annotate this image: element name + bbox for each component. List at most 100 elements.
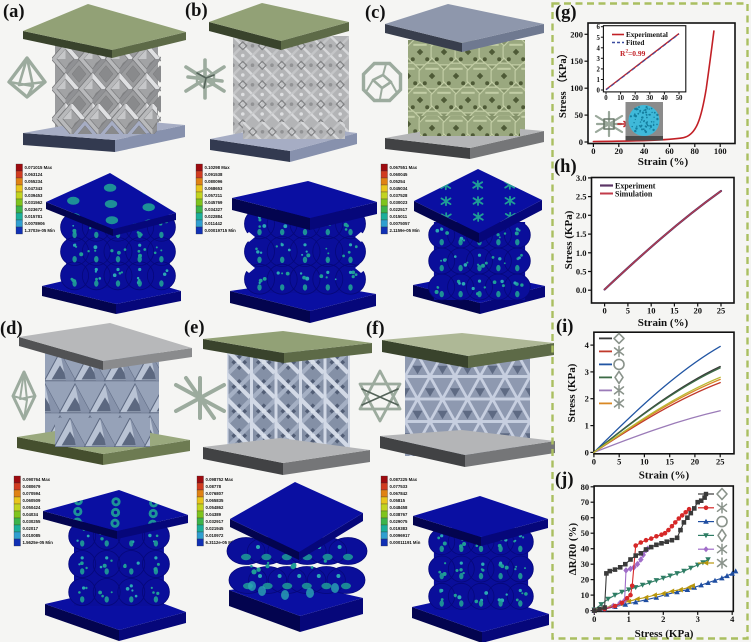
svg-text:Simulation: Simulation bbox=[615, 190, 653, 199]
svg-text:0.030023: 0.030023 bbox=[390, 200, 409, 205]
svg-text:Stress (KPa): Stress (KPa) bbox=[563, 210, 575, 269]
svg-text:(a): (a) bbox=[3, 2, 25, 22]
svg-text:10: 10 bbox=[581, 590, 590, 600]
svg-text:0.060045: 0.060045 bbox=[390, 172, 409, 177]
svg-text:6: 6 bbox=[596, 24, 600, 31]
svg-text:0.063124: 0.063124 bbox=[25, 172, 44, 177]
svg-text:0.045769: 0.045769 bbox=[205, 200, 224, 205]
svg-text:0.090764 Max: 0.090764 Max bbox=[23, 477, 51, 482]
svg-text:0: 0 bbox=[591, 146, 595, 156]
svg-text:0.076807: 0.076807 bbox=[206, 491, 225, 496]
svg-text:15: 15 bbox=[670, 306, 679, 316]
svg-text:4: 4 bbox=[730, 614, 735, 624]
svg-text:0.039453: 0.039453 bbox=[25, 193, 44, 198]
svg-text:3: 3 bbox=[585, 367, 589, 377]
svg-text:Experimental: Experimental bbox=[626, 31, 668, 39]
svg-text:20: 20 bbox=[581, 575, 590, 585]
svg-text:0.070594: 0.070594 bbox=[23, 491, 42, 496]
svg-text:0.019383: 0.019383 bbox=[390, 526, 409, 531]
svg-text:20: 20 bbox=[693, 306, 702, 316]
svg-text:(d): (d) bbox=[0, 319, 23, 339]
svg-text:(i): (i) bbox=[556, 317, 573, 337]
svg-text:80: 80 bbox=[581, 482, 590, 492]
svg-text:0: 0 bbox=[596, 88, 600, 95]
svg-text:2: 2 bbox=[626, 49, 629, 55]
svg-text:0.10298 Max: 0.10298 Max bbox=[205, 165, 231, 170]
svg-text:(j): (j) bbox=[555, 470, 573, 490]
svg-text:50: 50 bbox=[676, 95, 683, 102]
svg-text:0.077533: 0.077533 bbox=[390, 484, 409, 489]
svg-text:0.5: 0.5 bbox=[576, 267, 587, 277]
svg-text:0.032917: 0.032917 bbox=[206, 519, 225, 524]
svg-text:2: 2 bbox=[661, 614, 665, 624]
svg-text:1.5: 1.5 bbox=[576, 229, 587, 239]
svg-text:Stress （KPa）: Stress （KPa） bbox=[556, 48, 569, 118]
svg-text:50: 50 bbox=[581, 528, 590, 538]
svg-text:0.055234: 0.055234 bbox=[25, 179, 44, 184]
svg-text:0.0096917: 0.0096917 bbox=[390, 533, 411, 538]
svg-text:30: 30 bbox=[646, 95, 653, 102]
svg-text:0.0: 0.0 bbox=[576, 285, 587, 295]
svg-text:10: 10 bbox=[640, 456, 649, 466]
svg-text:0: 0 bbox=[585, 447, 589, 457]
svg-text:10: 10 bbox=[617, 95, 624, 102]
svg-text:5: 5 bbox=[626, 306, 630, 316]
svg-text:0.00011191 Min: 0.00011191 Min bbox=[390, 540, 421, 545]
svg-text:0.00019715 Min: 0.00019715 Min bbox=[205, 228, 237, 233]
svg-text:0.067842: 0.067842 bbox=[390, 491, 409, 496]
svg-text:(c): (c) bbox=[365, 3, 386, 23]
svg-text:100: 100 bbox=[714, 146, 727, 156]
svg-text:0.029075: 0.029075 bbox=[390, 519, 409, 524]
svg-text:0.031562: 0.031562 bbox=[25, 200, 44, 205]
svg-text:4: 4 bbox=[585, 340, 590, 350]
svg-text:20: 20 bbox=[632, 95, 639, 102]
svg-text:1.3703e-05 Min: 1.3703e-05 Min bbox=[25, 228, 56, 233]
svg-text:3: 3 bbox=[696, 614, 700, 624]
svg-text:2.1159e-05 Min: 2.1159e-05 Min bbox=[390, 228, 420, 233]
svg-text:0.080679: 0.080679 bbox=[23, 484, 42, 489]
svg-text:0.038767: 0.038767 bbox=[390, 512, 409, 517]
svg-text:0.0078906: 0.0078906 bbox=[25, 221, 46, 226]
svg-text:(e): (e) bbox=[184, 318, 205, 338]
svg-text:Strain (%): Strain (%) bbox=[638, 317, 689, 329]
svg-text:Experiment: Experiment bbox=[615, 182, 656, 191]
svg-text:2.5: 2.5 bbox=[576, 192, 587, 202]
svg-text:Stress (KPa): Stress (KPa) bbox=[635, 628, 694, 640]
svg-text:60: 60 bbox=[581, 513, 590, 523]
svg-text:60: 60 bbox=[665, 146, 674, 156]
svg-text:30: 30 bbox=[581, 559, 590, 569]
svg-text:0.021945: 0.021945 bbox=[206, 526, 225, 531]
svg-text:Strain (%): Strain (%) bbox=[638, 156, 689, 168]
svg-text:2: 2 bbox=[596, 66, 600, 73]
svg-text:0.04034: 0.04034 bbox=[23, 512, 39, 517]
svg-text:1: 1 bbox=[585, 421, 589, 431]
svg-text:0.047343: 0.047343 bbox=[25, 186, 44, 191]
svg-text:0.091538: 0.091538 bbox=[205, 172, 224, 177]
svg-text:4: 4 bbox=[596, 45, 600, 52]
svg-text:150: 150 bbox=[570, 56, 583, 66]
svg-text:5: 5 bbox=[596, 35, 600, 42]
svg-text:0.065835: 0.065835 bbox=[206, 498, 225, 503]
svg-text:0: 0 bbox=[592, 456, 596, 466]
svg-text:0.015011: 0.015011 bbox=[390, 214, 408, 219]
svg-text:(h): (h) bbox=[554, 157, 577, 177]
svg-text:80: 80 bbox=[691, 146, 700, 156]
svg-text:(b): (b) bbox=[185, 1, 208, 21]
svg-text:0.05254: 0.05254 bbox=[390, 179, 406, 184]
svg-text:0.022884: 0.022884 bbox=[205, 214, 224, 219]
svg-text:3: 3 bbox=[596, 56, 600, 63]
svg-text:200: 200 bbox=[570, 29, 583, 39]
svg-text:1: 1 bbox=[596, 77, 600, 84]
svg-text:50: 50 bbox=[575, 110, 584, 120]
svg-text:40: 40 bbox=[640, 146, 649, 156]
svg-text:25: 25 bbox=[716, 456, 725, 466]
svg-text:0.04389: 0.04389 bbox=[206, 512, 222, 517]
svg-text:0: 0 bbox=[604, 95, 608, 102]
svg-text:70: 70 bbox=[581, 497, 590, 507]
svg-text:0.011442: 0.011442 bbox=[205, 221, 223, 226]
svg-text:Fitted: Fitted bbox=[626, 39, 644, 47]
svg-text:(f): (f) bbox=[366, 319, 384, 339]
svg-text:0.068653: 0.068653 bbox=[205, 186, 224, 191]
svg-text:20: 20 bbox=[691, 456, 700, 466]
svg-text:0.010085: 0.010085 bbox=[23, 533, 42, 538]
